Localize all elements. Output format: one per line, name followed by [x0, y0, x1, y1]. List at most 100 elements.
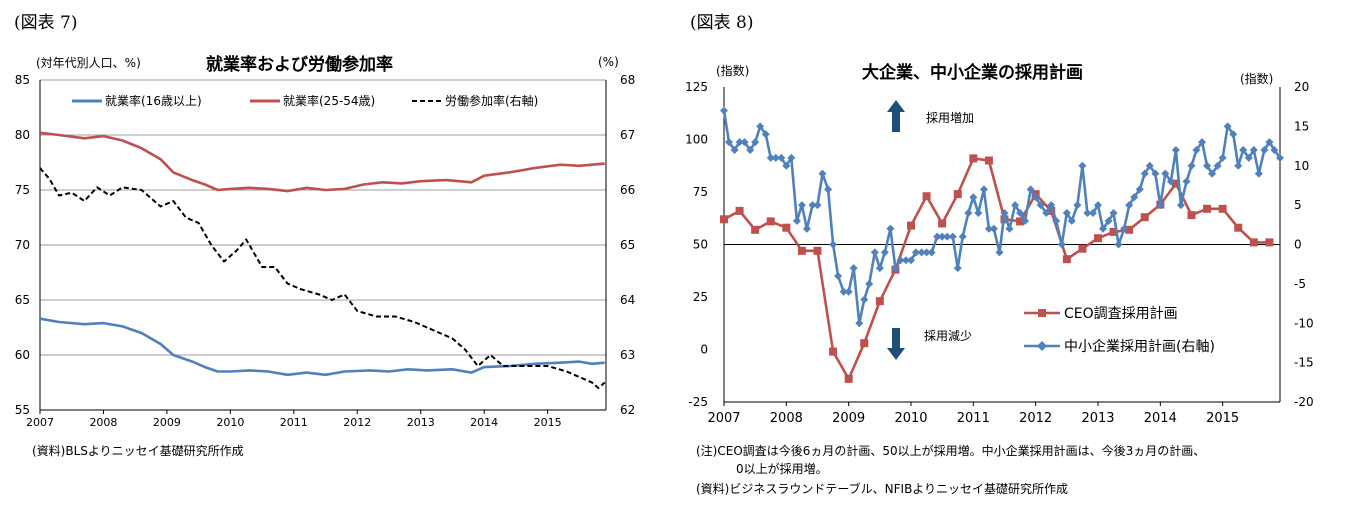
chart1-ytick-left: 60 [15, 348, 30, 362]
chart2-point-smallbiz [1078, 161, 1087, 170]
chart2-xtick-label: 2009 [832, 411, 865, 426]
chart2-point-smallbiz [1229, 130, 1238, 139]
chart2-point-ceo [1016, 217, 1025, 226]
chart2-point-smallbiz [813, 201, 822, 210]
chart2-ytick-right: -5 [1294, 277, 1306, 291]
chart2-legend-marker-ceo [1038, 309, 1046, 317]
chart2-xtick-label: 2015 [1206, 411, 1239, 426]
chart2-point-smallbiz [1265, 138, 1274, 147]
chart2-point-smallbiz [1109, 209, 1118, 217]
chart2-point-smallbiz [1089, 209, 1098, 217]
chart2-point-smallbiz [1011, 201, 1020, 210]
chart1-xtick-label: 2013 [407, 416, 435, 429]
chart1-ytick-left: 85 [15, 73, 30, 87]
hiring-decrease-label: 採用減少 [924, 328, 972, 343]
chart2-point-smallbiz [849, 264, 858, 273]
chart1-xtick-label: 2009 [153, 416, 181, 429]
chart2-point-smallbiz [917, 248, 926, 257]
chart2-point-smallbiz [1276, 153, 1284, 162]
chart2-point-ceo [1062, 255, 1071, 264]
chart2-point-smallbiz [1114, 240, 1123, 249]
chart2-point-smallbiz [797, 201, 806, 210]
chart1-legend-label-0: 就業率(16歳以上) [105, 93, 202, 108]
chart2-point-smallbiz [927, 248, 936, 257]
chart2-point-ceo [953, 190, 962, 199]
chart1-xtick-label: 2010 [216, 416, 244, 429]
chart2-point-smallbiz [1083, 209, 1092, 217]
chart2-point-smallbiz [1166, 177, 1175, 186]
chart2-point-smallbiz [1031, 193, 1040, 202]
chart2-point-ceo [1047, 206, 1056, 215]
chart1-ytick-left: 70 [15, 238, 30, 252]
chart2-point-smallbiz [1047, 201, 1056, 210]
chart2-point-ceo [720, 215, 728, 224]
chart2-ytick-right: -15 [1294, 356, 1314, 370]
chart2-point-smallbiz [989, 224, 998, 233]
chart1-ytick-right: 65 [620, 238, 635, 252]
chart2-point-smallbiz [984, 224, 993, 233]
chart2-point-smallbiz [1239, 146, 1248, 154]
chart2-point-smallbiz [1000, 209, 1009, 217]
chart1-series-line-0 [39, 317, 605, 377]
chart2-point-smallbiz [922, 248, 931, 257]
chart2-point-smallbiz [735, 138, 744, 147]
chart2-point-smallbiz [891, 264, 900, 273]
chart1-right-axis-unit: (%) [598, 55, 619, 69]
chart2-point-smallbiz [720, 106, 728, 115]
chart1-ytick-left: 80 [15, 128, 30, 142]
chart2-ytick-right: 0 [1294, 238, 1302, 252]
chart1-ytick-right: 64 [620, 293, 635, 307]
chart2-point-smallbiz [792, 216, 801, 225]
chart2-point-smallbiz [724, 138, 733, 147]
chart2-point-smallbiz [844, 287, 853, 296]
chart2-point-smallbiz [1270, 146, 1279, 154]
chart2-xtick-label: 2008 [770, 411, 803, 426]
chart2-xtick-label: 2012 [1019, 411, 1052, 426]
chart2-point-smallbiz [771, 153, 780, 162]
chart2-point-ceo [875, 297, 884, 306]
chart2-point-smallbiz [1213, 161, 1222, 170]
chart2-point-smallbiz [860, 295, 869, 304]
chart2-point-smallbiz [875, 264, 884, 273]
chart2-ytick-right: -10 [1294, 316, 1314, 330]
chart2-point-smallbiz [1260, 146, 1269, 154]
chart2-point-smallbiz [1016, 209, 1025, 217]
chart1-xtick-label: 2008 [89, 416, 117, 429]
chart2-point-smallbiz [958, 232, 967, 241]
chart2-point-smallbiz [1125, 201, 1134, 210]
chart2-point-ceo [1125, 225, 1134, 234]
chart1-legend-label-2: 労働参加率(右軸) [445, 93, 538, 108]
chart2-point-smallbiz [1171, 146, 1180, 154]
chart2-ytick-right: 20 [1294, 80, 1309, 94]
chart2-point-ceo [969, 154, 978, 163]
chart1-xtick-label: 2014 [470, 416, 498, 429]
chart1-title: 就業率および労働参加率 [206, 55, 393, 75]
chart2-point-smallbiz [969, 193, 978, 202]
chart2-point-smallbiz [1062, 209, 1071, 217]
chart2-point-ceo [1078, 244, 1087, 253]
chart1-ytick-left: 55 [15, 403, 30, 417]
hiring-decrease-arrow-icon [887, 328, 905, 360]
chart2-point-smallbiz [943, 232, 952, 241]
chart2-point-smallbiz [1254, 169, 1263, 178]
chart2-point-smallbiz [824, 185, 833, 194]
chart2-point-ceo [1234, 223, 1243, 232]
chart2-point-smallbiz [818, 169, 827, 178]
chart1-source-note: (資料)BLSよりニッセイ基礎研究所作成 [32, 444, 244, 458]
chart2-ytick-left: 0 [700, 343, 708, 357]
chart2-left-axis-unit: (指数) [716, 64, 750, 78]
chart2-point-ceo [751, 225, 760, 234]
chart2-point-ceo [797, 246, 806, 255]
chart2-point-smallbiz [953, 264, 962, 273]
chart1-xtick-label: 2011 [280, 416, 308, 429]
chart2-point-ceo [984, 156, 993, 165]
chart2-point-ceo [938, 219, 947, 228]
chart2-point-smallbiz [1208, 169, 1217, 178]
chart1-series-line-1 [39, 131, 605, 193]
chart2-ytick-right: 5 [1294, 198, 1302, 212]
chart1-ytick-right: 68 [620, 73, 635, 87]
chart2-point-ceo [829, 347, 838, 356]
chart2-ytick-right: 10 [1294, 159, 1309, 173]
chart2-point-ceo [766, 217, 775, 226]
